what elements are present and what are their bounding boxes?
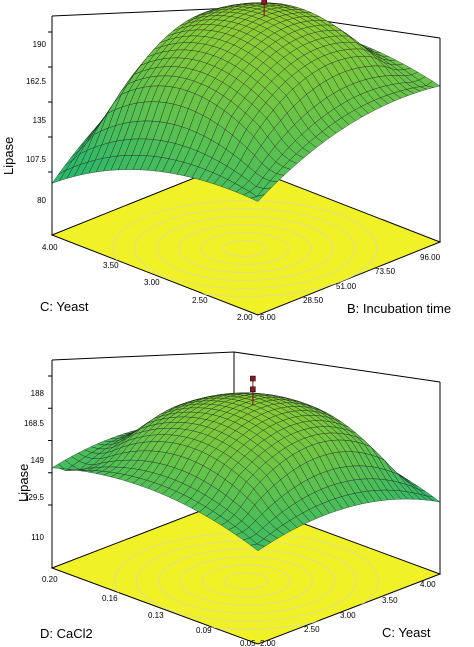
response-surface <box>51 392 441 552</box>
top-edge <box>51 351 235 361</box>
floor-contour <box>157 548 335 614</box>
z-tick-label: 168.5 <box>24 419 45 428</box>
z-tick-label: 80 <box>37 196 46 205</box>
z-tick-label: 110 <box>31 533 44 542</box>
z-tick-label: 162.5 <box>26 77 47 86</box>
y-tick-label: 51.00 <box>336 282 357 291</box>
floor-contour <box>178 224 312 273</box>
z-tick-label: 129.5 <box>24 493 45 502</box>
surface-cell <box>250 543 265 552</box>
x-tick-label: 2.50 <box>192 296 208 305</box>
design-point <box>250 386 256 393</box>
z-tick-label: 190 <box>33 40 47 49</box>
floor-contour <box>156 216 334 281</box>
response-surface <box>51 2 441 202</box>
design-point <box>250 375 256 382</box>
design-points <box>261 0 267 17</box>
x-tick-label: 0.16 <box>102 594 118 603</box>
y-axis-label: C: Yeast <box>382 625 431 640</box>
x-axis-label: D: CaCl2 <box>40 626 93 641</box>
floor-contour <box>179 556 313 606</box>
x-tick-label: 0.20 <box>42 575 58 584</box>
y-tick-label: 3.50 <box>382 596 398 605</box>
z-tick-label: 135 <box>33 116 47 125</box>
x-axis-label: C: Yeast <box>40 299 89 314</box>
y-tick-label: 3.00 <box>340 611 356 620</box>
x-tick-label: 2.00 <box>237 313 253 322</box>
x-tick-label: 0.09 <box>196 626 212 635</box>
floor-contour <box>223 572 269 590</box>
y-tick-label: 96.00 <box>420 253 441 262</box>
x-tick-label: 3.50 <box>103 261 119 270</box>
surface-plot-1: 80 107.5 135 162.5 190 4.00 3.50 3.00 2.… <box>1 0 451 322</box>
floor-contour <box>222 240 268 257</box>
z-tick-label: 149 <box>31 456 45 465</box>
y-tick-label: 28.50 <box>303 296 324 305</box>
y-tick-label: 73.50 <box>375 267 396 276</box>
y-axis-label: B: Incubation time <box>347 301 451 316</box>
floor-contour <box>201 564 291 598</box>
z-tick-label: 188 <box>31 389 45 398</box>
top-edge <box>51 7 235 17</box>
surface-plot-2: 110 129.5 149 168.5 188 0.20 0.16 0.13 0… <box>16 351 442 647</box>
y-tick-label: 4.00 <box>420 580 436 589</box>
y-tick-label: 2.00 <box>260 639 276 647</box>
x-tick-label: 0.13 <box>148 611 164 620</box>
x-tick-label: 3.00 <box>144 278 160 287</box>
floor-contour <box>134 208 356 289</box>
surface-cell <box>250 194 266 202</box>
top-edge <box>233 351 441 383</box>
y-tick-label: 2.50 <box>304 625 320 634</box>
y-tick-label: 6.00 <box>260 313 276 322</box>
z-tick-label: 107.5 <box>26 155 47 164</box>
floor-contour <box>200 232 290 265</box>
design-points <box>250 375 256 405</box>
z-axis-label: Lipase <box>1 137 16 175</box>
floor-contour <box>112 200 378 297</box>
z-axis-label: Lipase <box>16 464 31 502</box>
x-tick-label: 4.00 <box>42 243 58 252</box>
design-point <box>261 0 267 5</box>
floor-plane <box>50 161 442 316</box>
x-tick-label: 0.05 <box>240 639 256 647</box>
